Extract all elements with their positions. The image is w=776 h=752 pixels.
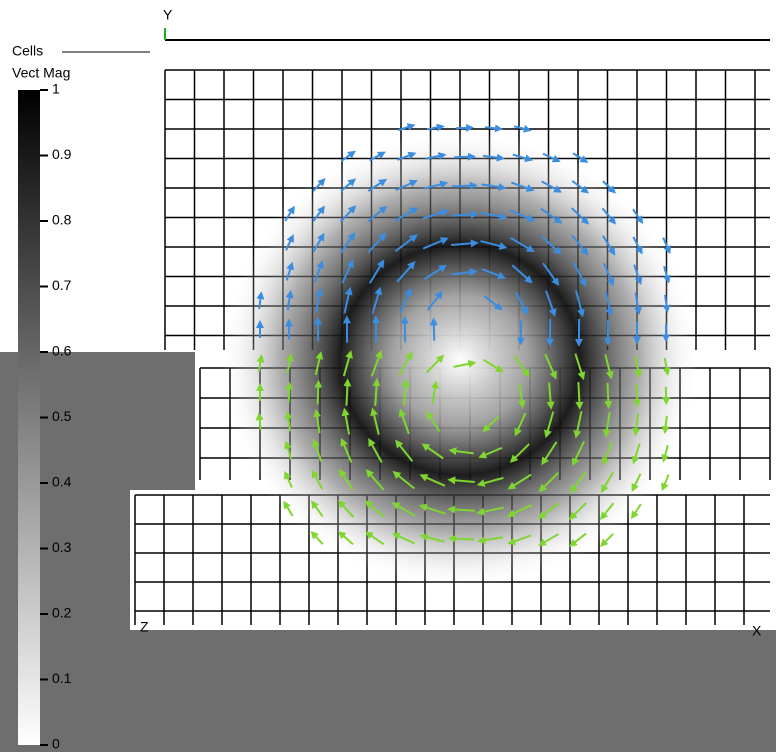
colorbar-tick-label: 0.1 [52, 670, 72, 686]
mesh-label: Cells [12, 43, 43, 59]
z-axis-label: Z [140, 619, 149, 635]
vector [454, 157, 472, 158]
vector [637, 385, 638, 404]
vector [608, 383, 609, 405]
viewport: Y X Z Cells Vect Mag 1 0.9 0.8 0.7 0.6 0.5 0.4… [0, 0, 776, 752]
field-shading [220, 130, 700, 590]
y-axis-label: Y [163, 7, 173, 23]
colorbar-tick-label: 0.7 [52, 277, 72, 293]
colorbar-tick-label: 0.3 [52, 539, 72, 555]
vector [452, 185, 474, 186]
vector [578, 382, 579, 406]
colorbar-tick-label: 0.5 [52, 408, 72, 424]
colorbar-tick-label: 0 [52, 736, 60, 752]
colorbar-tick-label: 0.9 [52, 146, 72, 162]
vector [452, 538, 474, 539]
vector [289, 386, 290, 403]
vector [318, 384, 319, 405]
colorbar [18, 90, 40, 745]
legend-title: Vect Mag [12, 65, 70, 81]
colorbar-tick-label: 0.8 [52, 212, 72, 228]
x-axis-label: X [752, 623, 762, 639]
colorbar-tick-label: 0.2 [52, 605, 72, 621]
vector [434, 321, 435, 340]
colorbar-tick-label: 1 [52, 81, 60, 97]
colorbar-tick-label: 0.6 [52, 343, 72, 359]
colorbar-tick-label: 0.4 [52, 474, 72, 490]
vector [346, 382, 347, 405]
